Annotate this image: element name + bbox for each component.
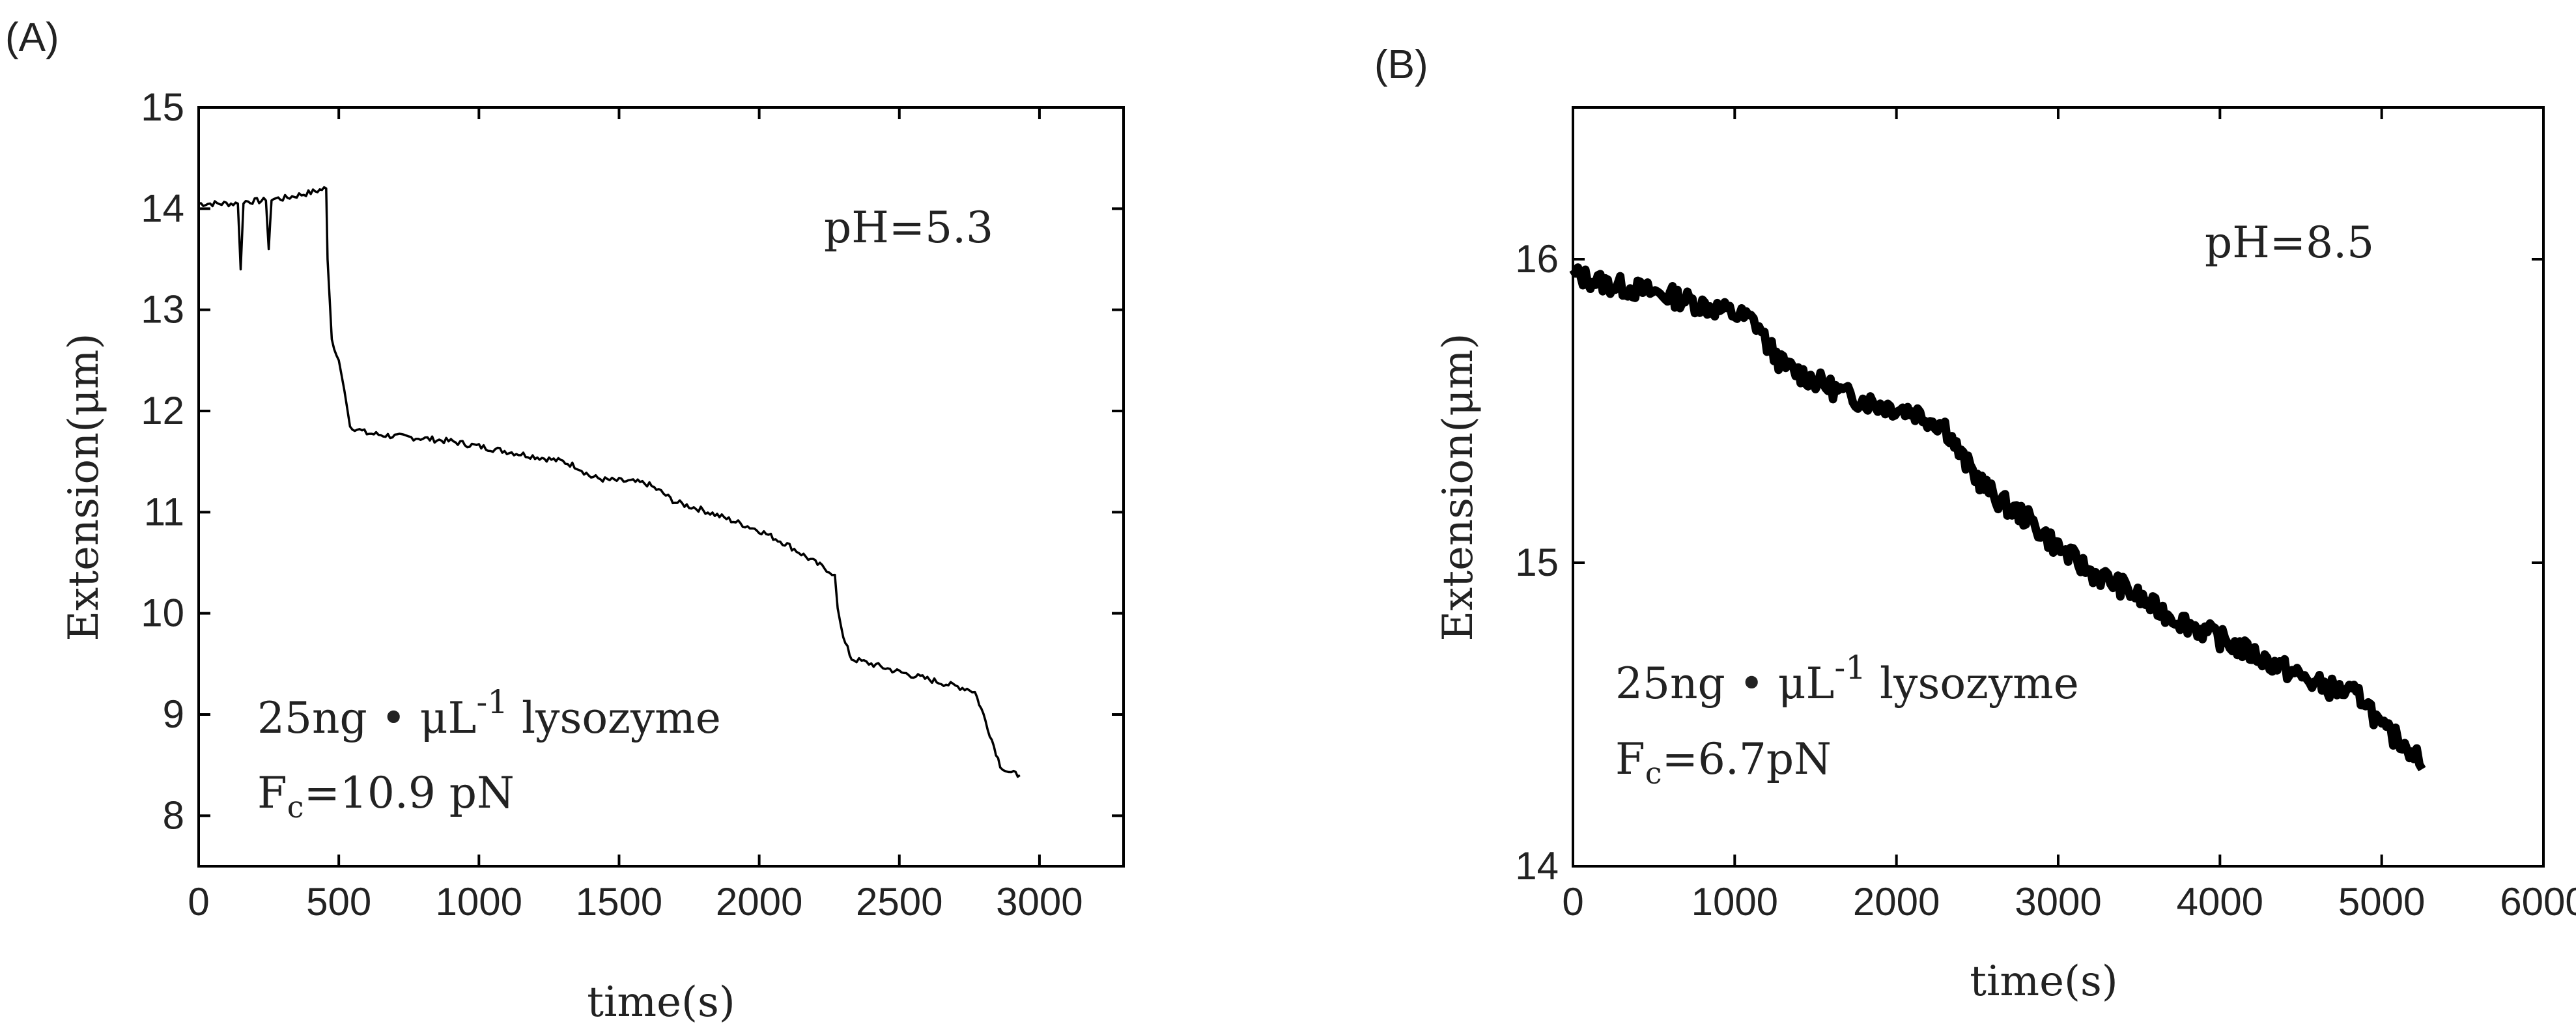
panel-a: (A) 0 500 1000 1500 2000 2500 3000 8 9 10 11 12 13 1… xyxy=(5,15,1125,1026)
panel-a-x-tick-label: 3000 xyxy=(996,880,1083,924)
panel-b-x-tick-label: 6000 xyxy=(2500,880,2576,924)
panel-b-x-tick-label: 2000 xyxy=(1853,880,1940,924)
panel-a-series-line xyxy=(198,186,1021,778)
panel-a-plot-frame xyxy=(197,106,1125,868)
panel-b-x-tick-label: 4000 xyxy=(2177,880,2263,924)
panel-b-force-value: =6.7pN xyxy=(1662,734,1832,784)
panel-b-x-tick-label: 1000 xyxy=(1691,880,1778,924)
panel-a-conc-exponent: -1 xyxy=(476,683,508,721)
panel-a-x-ticks: 0 500 1000 1500 2000 2500 3000 xyxy=(188,107,1083,924)
panel-b-x-ticks: 0 1000 2000 3000 4000 5000 6000 xyxy=(1562,107,2576,924)
panel-a-y-tick-label: 8 xyxy=(163,793,184,837)
panel-a-y-tick-label: 12 xyxy=(141,389,184,432)
panel-a-x-tick-label: 1500 xyxy=(576,880,662,924)
panel-b-conc-prefix: 25ng • μL xyxy=(1615,658,1834,709)
panel-a-force-base: F xyxy=(257,768,287,818)
panel-b-concentration-annotation: 25ng • μL-1 lysozyme xyxy=(1615,649,2079,709)
panel-a-y-tick-label: 9 xyxy=(163,692,184,736)
panel-b-x-tick-label: 5000 xyxy=(2338,880,2425,924)
panel-b-x-tick-label: 0 xyxy=(1562,880,1583,924)
panel-a-x-axis-title: time(s) xyxy=(587,978,735,1026)
panel-a-force-value: =10.9 pN xyxy=(304,768,515,818)
panel-b-force-sub: c xyxy=(1645,756,1662,791)
panel-b-ph-annotation: pH=8.5 xyxy=(2205,218,2374,268)
panel-a-y-tick-label: 11 xyxy=(144,490,184,533)
panel-b-label: (B) xyxy=(1374,42,1428,87)
panel-b-y-ticks: 14 15 16 xyxy=(1515,237,2543,888)
panel-b-y-tick-label: 14 xyxy=(1515,844,1559,888)
panel-a-x-tick-label: 500 xyxy=(306,880,371,924)
panel-a-conc-prefix: 25ng • μL xyxy=(257,693,476,743)
panel-b-y-tick-label: 16 xyxy=(1515,237,1559,281)
panel-b-conc-exponent: -1 xyxy=(1834,649,1866,686)
panel-a-y-ticks: 8 9 10 11 12 13 14 15 xyxy=(141,85,1124,837)
panel-b: (B) 0 1000 2000 3000 4000 5000 6000 14 15 16 tim… xyxy=(1374,42,2576,1006)
panel-a-x-tick-label: 2000 xyxy=(716,880,802,924)
panel-b-force-base: F xyxy=(1615,734,1645,784)
panel-a-y-tick-label: 15 xyxy=(141,85,184,129)
panel-a-x-tick-label: 2500 xyxy=(856,880,942,924)
panel-a-x-tick-label: 1000 xyxy=(436,880,522,924)
panel-a-y-axis-title: Extension(μm) xyxy=(60,333,108,642)
panel-a-conc-suffix: lysozyme xyxy=(508,693,721,743)
panel-a-x-tick-label: 0 xyxy=(188,880,209,924)
panel-a-force-sub: c xyxy=(287,789,304,825)
panel-b-series-line xyxy=(1569,263,2426,772)
panel-b-force-annotation: Fc=6.7pN xyxy=(1615,734,1832,791)
panel-a-y-tick-label: 13 xyxy=(141,288,184,332)
panel-a-label: (A) xyxy=(5,15,59,60)
panel-a-concentration-annotation: 25ng • μL-1 lysozyme xyxy=(257,683,721,743)
panel-b-x-axis-title: time(s) xyxy=(1970,957,2118,1006)
panel-b-y-tick-label: 15 xyxy=(1515,541,1559,584)
panel-b-conc-suffix: lysozyme xyxy=(1866,658,2079,709)
panel-a-ph-annotation: pH=5.3 xyxy=(824,203,993,253)
panel-a-y-tick-label: 14 xyxy=(141,186,184,230)
panel-b-x-tick-label: 3000 xyxy=(2015,880,2101,924)
panel-a-force-annotation: Fc=10.9 pN xyxy=(257,768,515,825)
panel-a-y-tick-label: 10 xyxy=(141,591,184,635)
panel-b-y-axis-title: Extension(μm) xyxy=(1434,333,1482,642)
